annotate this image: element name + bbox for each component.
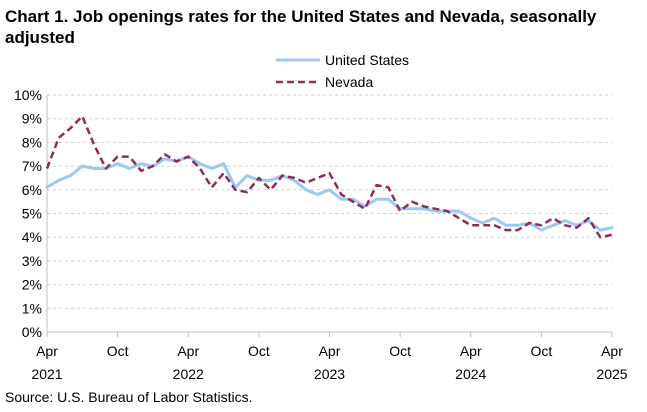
chart-title: Chart 1. Job openings rates for the Unit… — [5, 7, 597, 47]
x-tick-label: Apr — [36, 343, 58, 359]
x-tick-label: Apr — [601, 343, 623, 359]
x-tick-label: Apr — [177, 343, 199, 359]
x-tick-label: Oct — [107, 343, 129, 359]
y-tick-label: 3% — [22, 253, 42, 269]
series-lines — [45, 115, 614, 239]
x-tick-year-label: 2024 — [455, 366, 486, 382]
x-tick-label: Apr — [460, 343, 482, 359]
series-line-united-states — [45, 155, 614, 232]
gridlines — [47, 94, 612, 309]
y-tick-label: 9% — [22, 111, 42, 127]
legend-label: Nevada — [325, 74, 373, 90]
y-tick-label: 4% — [22, 229, 42, 245]
x-tick-year-label: 2021 — [31, 366, 62, 382]
x-tick-label: Oct — [389, 343, 411, 359]
series-line-nevada — [45, 115, 613, 239]
axes: 0% 1% 2% 3% 4% 5% 6% 7% 8% 9% 10% Apr 2021 Oct Apr 2022… — [14, 87, 628, 382]
x-tick-label: Oct — [530, 343, 552, 359]
y-tick-label: 5% — [22, 206, 42, 222]
x-tick-year-label: 2023 — [314, 366, 345, 382]
x-tick-label: Apr — [319, 343, 341, 359]
x-tick-year-label: 2025 — [596, 366, 627, 382]
y-tick-label: 7% — [22, 158, 42, 174]
y-tick-label: 8% — [22, 134, 42, 150]
y-tick-label: 1% — [22, 300, 42, 316]
source-note: Source: U.S. Bureau of Labor Statistics. — [5, 389, 253, 405]
y-tick-label: 0% — [22, 324, 42, 340]
x-tick-year-label: 2022 — [173, 366, 204, 382]
y-tick-label: 2% — [22, 277, 42, 293]
y-tick-label: 10% — [14, 87, 42, 103]
x-tick-label: Oct — [248, 343, 270, 359]
y-tick-label: 6% — [22, 182, 42, 198]
legend-label: United States — [325, 52, 409, 68]
legend: United States Nevada — [276, 52, 409, 90]
